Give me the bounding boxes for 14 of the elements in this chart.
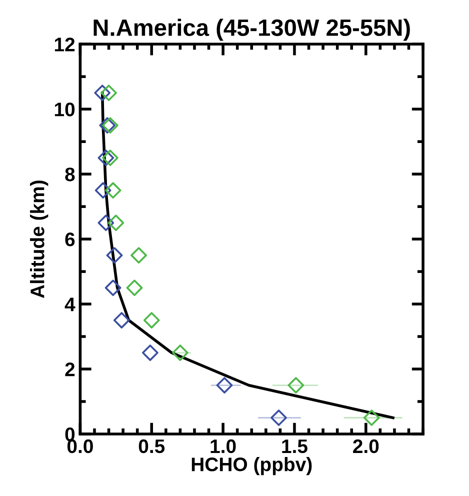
x-tick-label: 0.0 xyxy=(67,439,93,454)
y-tick-label: 8 xyxy=(65,168,75,182)
x-tick-label: 1.5 xyxy=(282,440,308,454)
x-tick-label: 0.5 xyxy=(138,439,165,454)
x-axis-title: HCHO (ppbv) xyxy=(192,456,312,476)
x-tick-label: 2.0 xyxy=(353,439,379,454)
y-tick-label: 4 xyxy=(64,298,76,312)
y-tick-label: 12 xyxy=(54,38,75,52)
y-tick-label: 6 xyxy=(65,232,75,246)
chart-title: N.America (45-130W 25-55N) xyxy=(94,18,410,41)
y-tick-label: 10 xyxy=(54,102,75,116)
y-tick-label: 2 xyxy=(65,362,75,376)
x-tick-label: 1.0 xyxy=(210,439,236,454)
y-axis-title: Altitude (km) xyxy=(30,180,48,298)
